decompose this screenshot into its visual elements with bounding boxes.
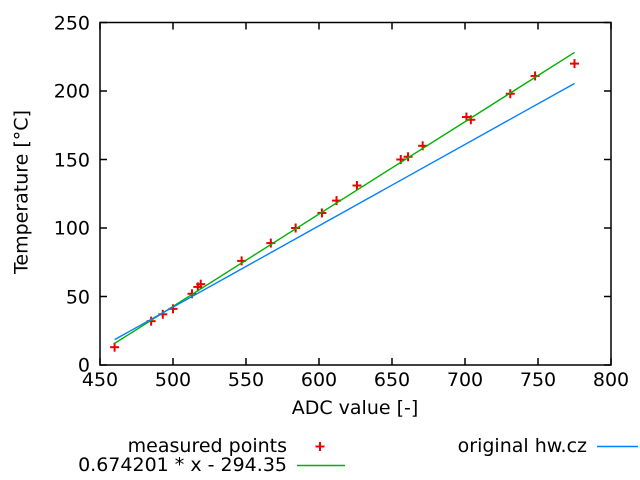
y-tick-label: 250 (53, 11, 90, 34)
x-tick-label: 600 (300, 369, 338, 391)
x-tick-label: 700 (446, 369, 484, 391)
axis-ticks (99, 21, 612, 366)
series-fit-line (114, 51, 575, 344)
x-tick-label: 800 (592, 369, 630, 391)
y-tick-label: 50 (65, 285, 90, 308)
legend-label-original-hwcz: original hw.cz (457, 435, 587, 457)
x-tick-label: 500 (154, 369, 192, 391)
x-tick-label: 750 (519, 369, 557, 391)
series-measured-points (110, 59, 579, 352)
x-axis-title: ADC value [-] (291, 397, 419, 419)
legend-key-samples (297, 442, 638, 467)
series-original-line (114, 82, 575, 341)
y-tick-label: 100 (53, 217, 90, 240)
x-tick-label: 450 (81, 369, 119, 391)
legend-label-measured-points: measured points (127, 435, 287, 457)
x-tick-label: 550 (227, 369, 265, 391)
plot-frame (99, 21, 612, 366)
y-axis-title: Temperature [°C] (10, 110, 33, 274)
y-tick-label: 150 (53, 148, 90, 171)
x-tick-label: 650 (373, 369, 411, 391)
y-tick-label: 200 (53, 80, 90, 103)
legend-label-fit-equation: 0.674201 * x - 294.35 (78, 454, 287, 476)
y-tick-label: 0 (77, 354, 90, 377)
